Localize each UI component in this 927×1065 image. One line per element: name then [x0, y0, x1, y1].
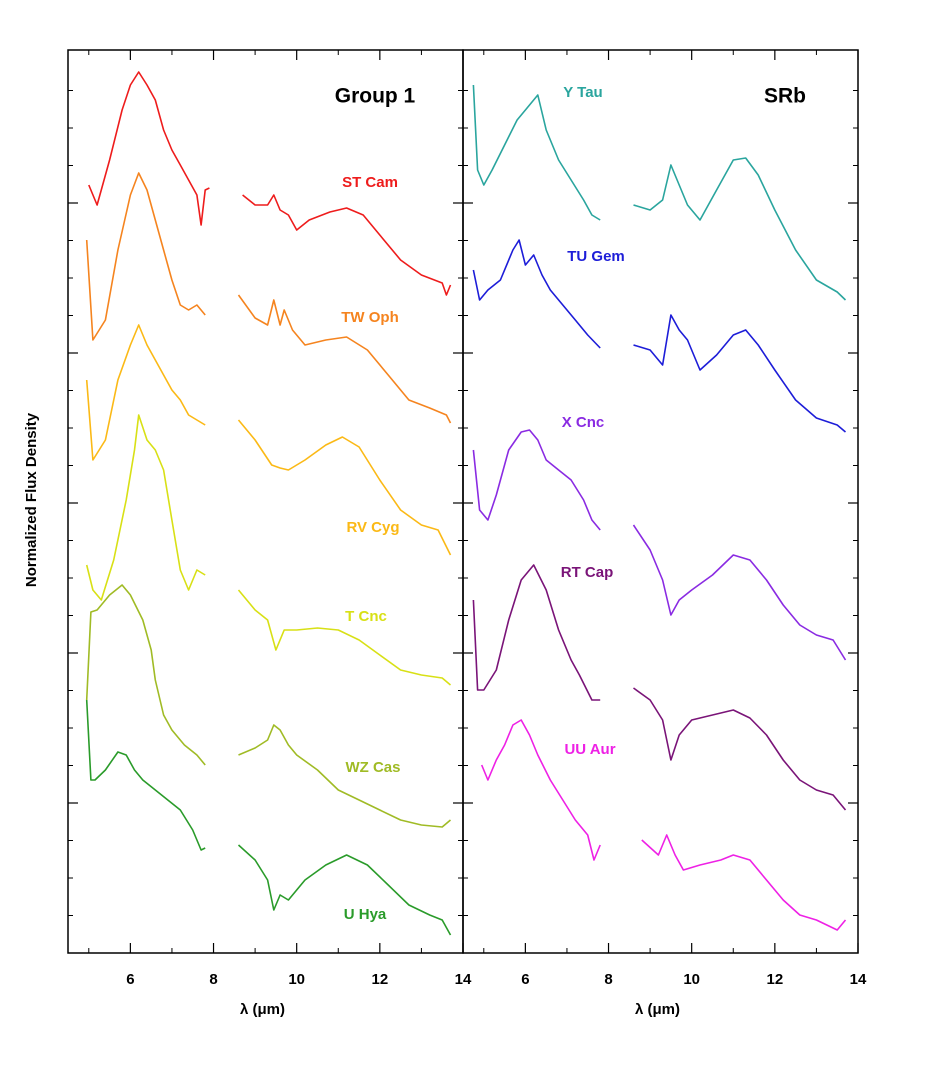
series-label: Y Tau	[563, 84, 602, 101]
spectrum-line	[472, 84, 847, 301]
x-axis-label: λ (μm)	[635, 1001, 680, 1018]
spectrum-line	[85, 414, 452, 686]
spectrum-line	[88, 71, 452, 296]
x-tick-label: 6	[521, 971, 529, 988]
spectrum-line	[85, 324, 452, 556]
series-label: ST Cam	[342, 174, 398, 191]
spectrum-line	[85, 699, 452, 936]
y-axis-label: Normalized Flux Density	[23, 412, 40, 587]
series-label: UU Aur	[564, 741, 615, 758]
x-tick-label: 14	[850, 971, 867, 988]
panel-title: SRb	[764, 85, 806, 108]
x-tick-label: 10	[683, 971, 700, 988]
x-tick-label: 8	[604, 971, 612, 988]
x-tick-label: 10	[288, 971, 305, 988]
panel-title: Group 1	[335, 85, 416, 108]
series-label: RV Cyg	[346, 519, 399, 536]
x-tick-label: 12	[371, 971, 388, 988]
spectrum-line	[472, 429, 847, 661]
x-axis-label: λ (μm)	[240, 1001, 285, 1018]
panel-frame	[67, 49, 464, 954]
series-label: T Cnc	[345, 608, 387, 625]
series-label: WZ Cas	[345, 759, 400, 776]
x-tick-label: 12	[766, 971, 783, 988]
spectrum-line	[85, 172, 452, 424]
x-tick-label: 8	[209, 971, 217, 988]
x-tick-label: 6	[126, 971, 134, 988]
spectrum-line	[472, 564, 847, 811]
spectrum-line	[472, 239, 847, 433]
x-tick-label: 14	[455, 971, 472, 988]
series-label: X Cnc	[562, 414, 605, 431]
spectrum-line	[85, 584, 452, 828]
spectrum-line	[480, 719, 847, 931]
series-label: U Hya	[344, 906, 387, 923]
panel-frame	[462, 49, 859, 954]
series-label: RT Cap	[561, 564, 614, 581]
series-label: TW Oph	[341, 309, 398, 326]
series-label: TU Gem	[567, 248, 625, 265]
